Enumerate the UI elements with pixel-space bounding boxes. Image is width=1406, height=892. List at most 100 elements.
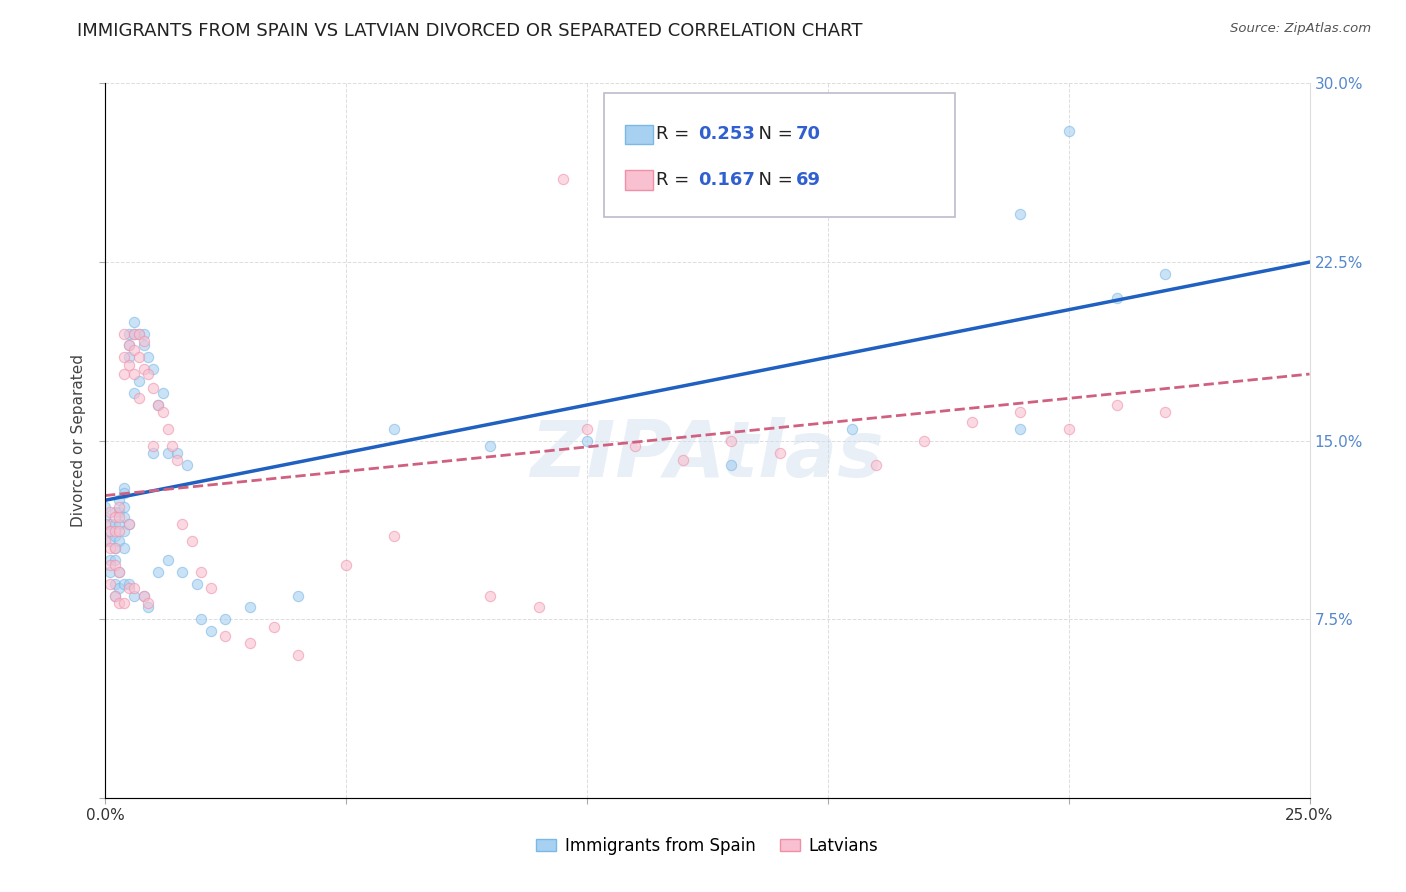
Point — [132, 589, 155, 603]
Point — [118, 517, 141, 532]
Point — [214, 612, 236, 626]
Point — [1010, 405, 1032, 419]
Point — [104, 529, 127, 543]
Text: 70: 70 — [796, 125, 821, 144]
Point — [128, 326, 150, 341]
Point — [190, 565, 212, 579]
Point — [172, 517, 194, 532]
Point — [142, 438, 165, 452]
Point — [104, 558, 127, 572]
Point — [104, 524, 127, 539]
Point — [624, 438, 647, 452]
Point — [122, 589, 145, 603]
Point — [146, 398, 169, 412]
Point — [98, 565, 121, 579]
Point — [112, 524, 135, 539]
Point — [108, 493, 131, 508]
Point — [112, 576, 135, 591]
Point — [112, 541, 135, 555]
Text: R =: R = — [655, 171, 695, 189]
Point — [156, 553, 179, 567]
Point — [128, 391, 150, 405]
Point — [108, 505, 131, 519]
Text: ZIPAtlas: ZIPAtlas — [530, 417, 884, 493]
Point — [263, 619, 285, 633]
Point — [138, 351, 160, 365]
Point — [479, 589, 502, 603]
Point — [98, 505, 121, 519]
Point — [200, 624, 222, 639]
Text: Source: ZipAtlas.com: Source: ZipAtlas.com — [1230, 22, 1371, 36]
Point — [104, 589, 127, 603]
Point — [841, 422, 863, 436]
Point — [1105, 291, 1128, 305]
Point — [108, 565, 131, 579]
Point — [104, 541, 127, 555]
Point — [128, 374, 150, 388]
Point — [108, 596, 131, 610]
Point — [912, 434, 935, 448]
Point — [172, 565, 194, 579]
Point — [112, 326, 135, 341]
Point — [146, 565, 169, 579]
Point — [108, 510, 131, 524]
Point — [118, 338, 141, 352]
Text: 0.253: 0.253 — [697, 125, 755, 144]
Point — [98, 524, 121, 539]
Text: N =: N = — [747, 125, 799, 144]
Point — [118, 338, 141, 352]
Point — [94, 533, 117, 548]
Point — [180, 533, 202, 548]
Point — [94, 510, 117, 524]
Point — [146, 398, 169, 412]
Point — [912, 195, 935, 210]
Point — [176, 458, 198, 472]
Point — [382, 529, 405, 543]
Point — [1010, 207, 1032, 221]
Point — [104, 510, 127, 524]
Point — [575, 434, 598, 448]
Point — [962, 415, 984, 429]
Point — [98, 524, 121, 539]
Point — [128, 326, 150, 341]
Point — [720, 458, 742, 472]
Point — [118, 582, 141, 596]
Point — [94, 500, 117, 515]
Point — [118, 358, 141, 372]
Point — [1057, 422, 1080, 436]
Point — [112, 500, 135, 515]
Point — [1154, 405, 1177, 419]
Point — [1105, 398, 1128, 412]
Point — [132, 589, 155, 603]
Point — [142, 445, 165, 459]
Point — [118, 517, 141, 532]
Point — [287, 589, 309, 603]
Point — [104, 576, 127, 591]
Point — [118, 326, 141, 341]
Point — [138, 596, 160, 610]
Point — [382, 422, 405, 436]
Point — [112, 596, 135, 610]
Point — [98, 517, 121, 532]
Point — [190, 612, 212, 626]
Point — [104, 589, 127, 603]
Point — [138, 367, 160, 381]
Text: 69: 69 — [796, 171, 821, 189]
Y-axis label: Divorced or Separated: Divorced or Separated — [72, 354, 86, 527]
Point — [142, 381, 165, 395]
Point — [152, 405, 174, 419]
Point — [104, 541, 127, 555]
Point — [108, 500, 131, 515]
Point — [132, 338, 155, 352]
Point — [98, 541, 121, 555]
Point — [551, 171, 574, 186]
Point — [104, 505, 127, 519]
Point — [108, 533, 131, 548]
Point — [865, 458, 887, 472]
Point — [128, 351, 150, 365]
Point — [108, 524, 131, 539]
Point — [98, 558, 121, 572]
Point — [238, 636, 260, 650]
Point — [98, 576, 121, 591]
Point — [1154, 267, 1177, 281]
